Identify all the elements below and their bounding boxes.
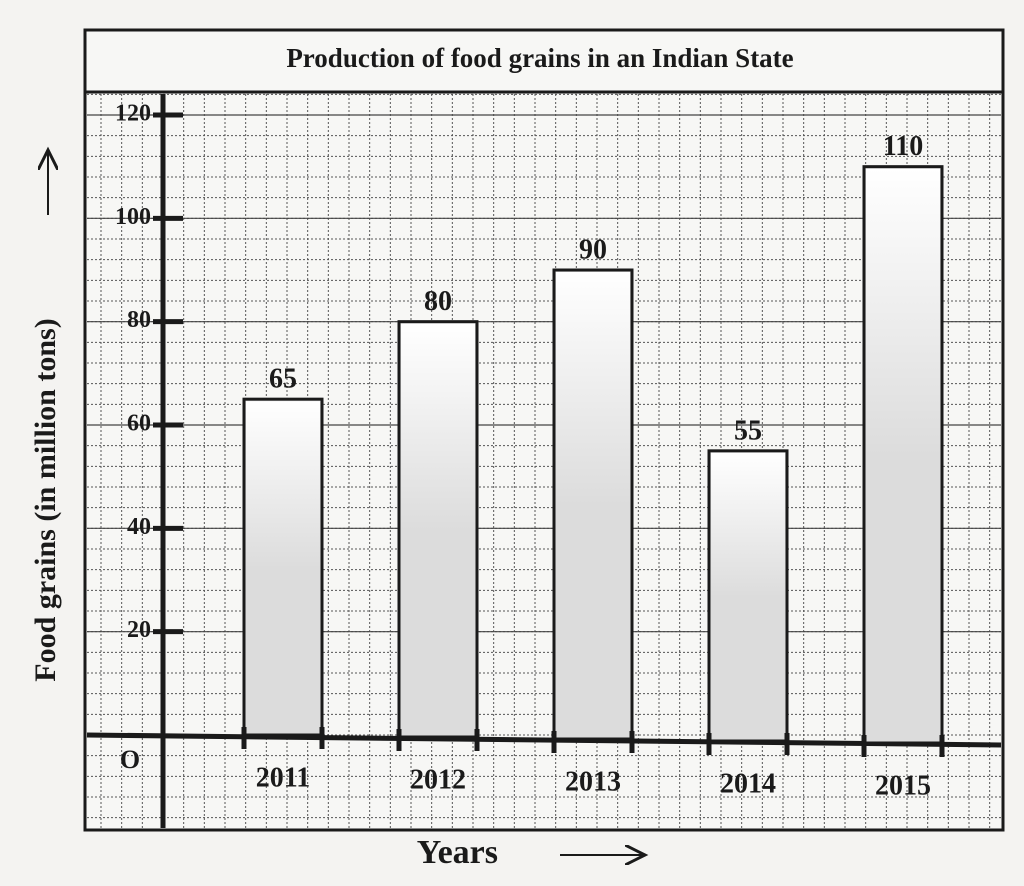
frame — [83, 28, 1005, 832]
x-tick-label: 2011 — [256, 762, 310, 793]
bar-shade — [711, 452, 785, 598]
x-tick-label: 2013 — [565, 766, 621, 797]
y-tick-label: 20 — [127, 617, 151, 643]
title-box — [83, 28, 1005, 94]
x-tick-label: 2014 — [720, 768, 776, 799]
x-tick-label: 2015 — [875, 770, 931, 801]
value-label: 90 — [579, 234, 607, 265]
bar-shade — [866, 168, 940, 457]
y-tick-label: 100 — [115, 204, 151, 230]
y-tick-label: 60 — [127, 411, 151, 437]
bar-shade — [246, 401, 320, 570]
bar-shade — [401, 323, 475, 532]
x-axis — [86, 732, 1002, 748]
value-label: 110 — [883, 131, 923, 162]
y-axis-label: Food grains (in million tons) — [29, 318, 62, 681]
value-label: 80 — [424, 286, 452, 317]
y-tick-label: 120 — [115, 101, 151, 127]
origin-label: O — [120, 745, 140, 774]
value-label: 55 — [734, 415, 762, 446]
x-tick-label: 2012 — [410, 764, 466, 795]
x-axis-label: Years — [417, 834, 498, 871]
bar-shade — [556, 272, 630, 507]
y-tick-label: 40 — [127, 514, 151, 540]
value-label: 65 — [269, 364, 297, 395]
y-tick-label: 80 — [127, 307, 151, 333]
chart-title: Production of food grains in an Indian S… — [286, 43, 793, 73]
